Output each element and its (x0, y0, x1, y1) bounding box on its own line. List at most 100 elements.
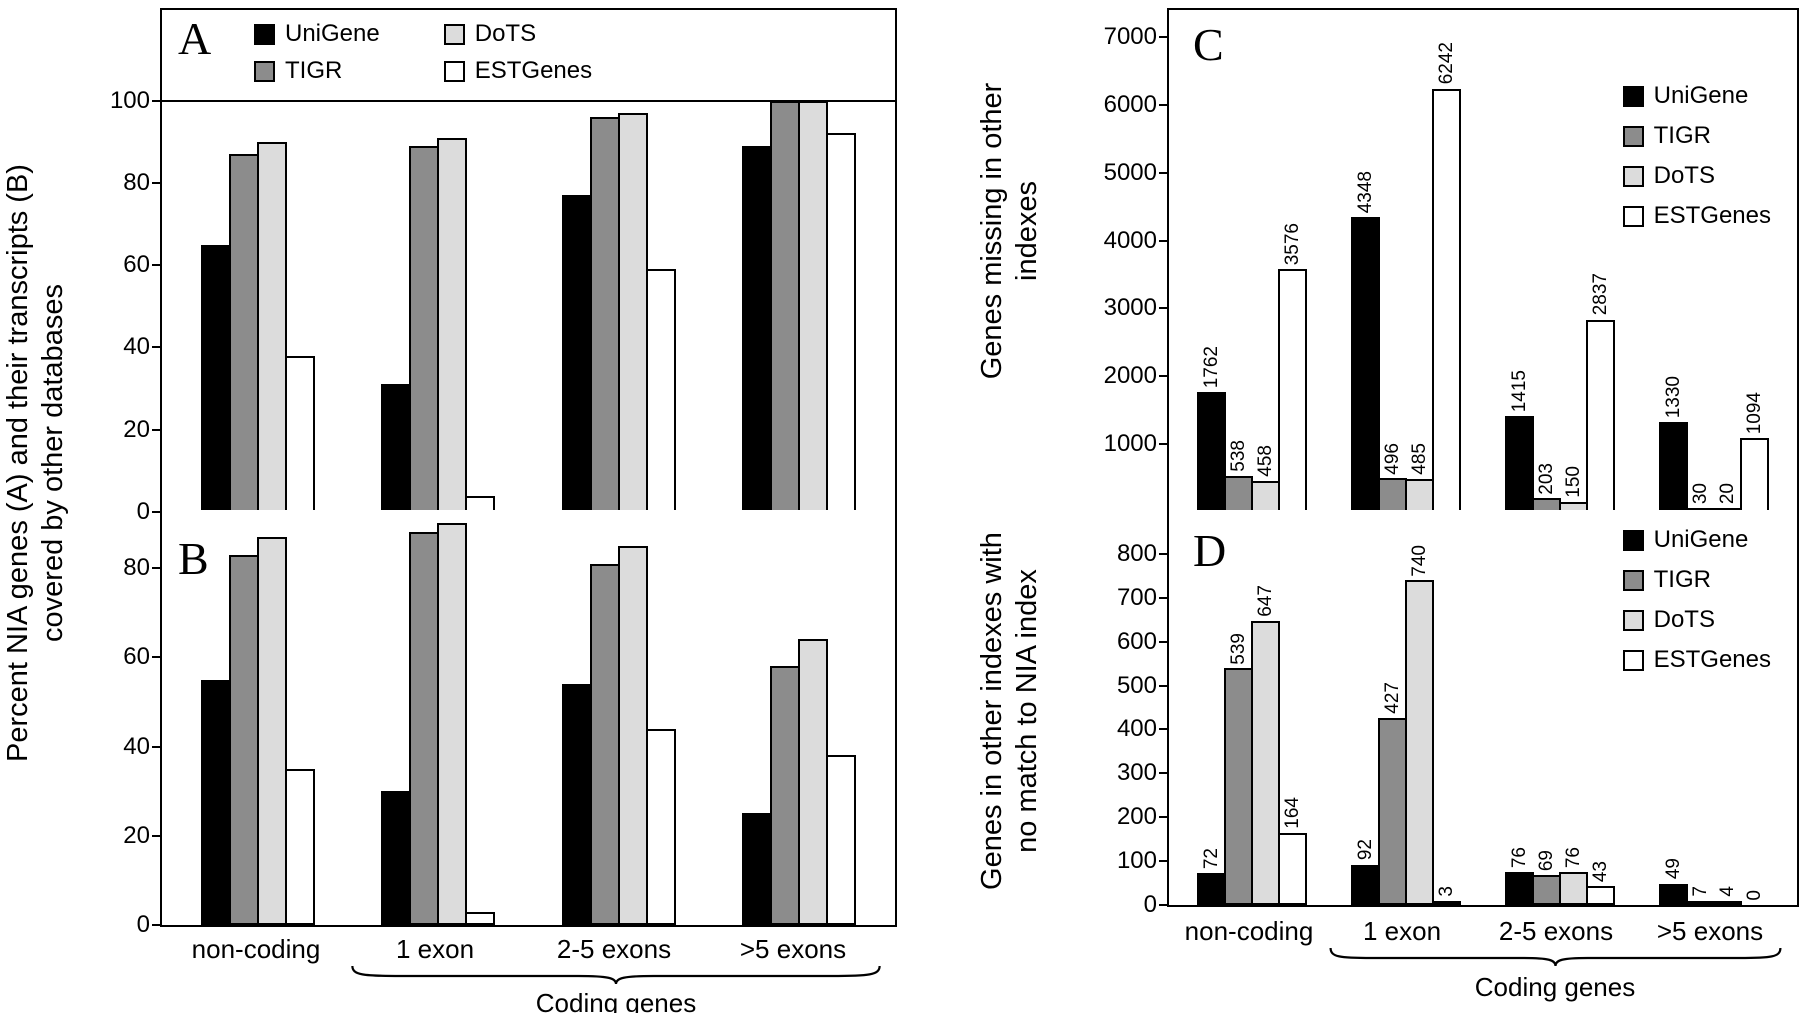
bar-dots-2-5-exons (617, 545, 648, 925)
bar-value-label-unigene-2-5-exons: 1415 (1509, 369, 1530, 413)
bar-value-label-unigene-5-exons: 49 (1663, 858, 1684, 880)
legend-swatch-dots (443, 23, 465, 45)
bar-value-label-estgenes-1-exon: 3 (1436, 886, 1457, 897)
bar-dots-non-coding (257, 536, 288, 925)
y-tick-mark (1159, 772, 1169, 775)
y-tick-mark (152, 834, 162, 837)
y-tick-mark (152, 346, 162, 349)
bar-estgenes-2-5-exons (645, 728, 676, 925)
bar-dots-2-5-exons (617, 112, 648, 512)
bar-slot-estgenes-5-exons (825, 10, 856, 512)
legend-item-estgenes: ESTGenes (443, 57, 593, 85)
y-tick-label-60: 60 (123, 643, 150, 671)
y-tick-mark (152, 264, 162, 267)
legend-label-tigr: TIGR (1653, 122, 1711, 149)
bar-tigr-5-exons (769, 100, 800, 512)
legend-item-unigene: UniGene (1622, 526, 1771, 554)
y-tick-label-60: 60 (123, 251, 150, 279)
bar-slot-unigene-2-5-exons: 76 (1505, 510, 1534, 905)
y-tick-label-300: 300 (1116, 759, 1157, 787)
panel-letter-b: B (178, 533, 209, 584)
left-y-axis-title-line1: Percent NIA genes (A) and their transcri… (2, 164, 34, 762)
y-tick-label-80: 80 (123, 554, 150, 581)
bar-tigr-1-exon (1378, 478, 1407, 512)
bar-value-label-estgenes-non-coding: 164 (1282, 797, 1303, 830)
bar-tigr-2-5-exons (1532, 874, 1561, 905)
bar-slot-dots-non-coding: 647 (1251, 510, 1280, 905)
y-tick-label-0: 0 (136, 911, 150, 938)
bar-unigene-1-exon (1351, 864, 1380, 905)
bar-unigene-2-5-exons (1505, 871, 1534, 905)
bar-tigr-5-exons (769, 666, 800, 925)
bar-slot-unigene-1-exon (381, 10, 412, 512)
panel-d-y-axis-title-line2: no match to NIA index (1011, 569, 1043, 853)
bar-slot-dots-2-5-exons: 150 (1559, 10, 1588, 512)
bar-group-5-exons: 49 7 4 0 (1659, 510, 1769, 905)
x-category-label-2to5exons-left: 2-5 exons (556, 934, 672, 964)
y-tick-label-40: 40 (123, 732, 150, 760)
bar-value-label-tigr-5-exons: 7 (1690, 886, 1711, 897)
bar-slot-estgenes-2-5-exons (645, 510, 676, 925)
bar-slot-unigene-2-5-exons (561, 510, 592, 925)
y-tick-mark (152, 428, 162, 431)
bar-group-1-exon (381, 510, 496, 925)
bar-slot-dots-1-exon (437, 10, 468, 512)
bar-slot-estgenes-1-exon (465, 510, 496, 925)
bar-group-1-exon (381, 10, 496, 512)
bar-slot-tigr-2-5-exons (589, 510, 620, 925)
panel-a: UniGene TIGR DoTS ESTGenes A 0 20 40 60 80 100 (110, 8, 897, 525)
bar-estgenes-non-coding (1278, 833, 1307, 905)
legend-label-dots: DoTS (1653, 606, 1715, 633)
bar-value-label-dots-non-coding: 458 (1255, 445, 1276, 477)
bar-value-label-estgenes-1-exon: 6242 (1436, 42, 1457, 85)
bar-group-non-coding: 1762 538 458 3576 (1197, 10, 1307, 512)
panel-c-y-axis-title-line1: Genes missing in other (976, 82, 1008, 380)
bar-value-label-tigr-2-5-exons: 69 (1536, 849, 1557, 871)
bar-unigene-non-coding (1197, 392, 1226, 512)
legend-item-tigr: TIGR (254, 57, 380, 85)
bar-slot-unigene-2-5-exons (561, 10, 592, 512)
bar-tigr-1-exon (1378, 717, 1407, 905)
bar-tigr-1-exon (409, 532, 440, 925)
left-y-axis-title-line2: covered by other databases (37, 284, 69, 642)
y-tick-label-40: 40 (123, 333, 150, 361)
legend-label-estgenes: ESTGenes (474, 57, 593, 84)
bar-dots-1-exon (1405, 479, 1434, 512)
bar-slot-unigene-5-exons (741, 10, 772, 512)
bar-slot-unigene-non-coding (201, 510, 232, 925)
legend-panel-d: UniGene TIGR DoTS ESTGenes (1622, 526, 1771, 674)
y-tick-mark (1159, 375, 1169, 378)
bar-tigr-1-exon (409, 145, 440, 512)
bar-value-label-estgenes-2-5-exons: 43 (1590, 861, 1611, 883)
y-tick-label-100: 100 (109, 86, 150, 114)
bar-slot-unigene-1-exon: 92 (1351, 510, 1380, 905)
bar-dots-5-exons (1713, 901, 1742, 905)
bar-value-label-estgenes-non-coding: 3576 (1282, 223, 1303, 266)
panel-letter-d: D (1193, 525, 1227, 576)
bar-slot-unigene-non-coding: 1762 (1197, 10, 1226, 512)
y-tick-label-600: 600 (1116, 627, 1157, 655)
bar-value-label-tigr-2-5-exons: 203 (1536, 462, 1557, 495)
panel-d: 72 539 647 164 92 427 740 3 76 69 76 43 49 7 4 0 UniGene… (1117, 510, 1799, 918)
bar-unigene-2-5-exons (1505, 416, 1534, 512)
y-tick-label-0: 0 (1143, 891, 1157, 918)
legend-label-estgenes: ESTGenes (1653, 202, 1771, 229)
bar-slot-unigene-5-exons: 49 (1659, 510, 1688, 905)
y-tick-mark (1159, 307, 1169, 310)
bar-value-label-dots-1-exon: 485 (1409, 443, 1430, 476)
y-tick-mark (1159, 443, 1169, 446)
legend-panel-c: UniGene TIGR DoTS ESTGenes (1622, 82, 1771, 230)
y-tick-label-400: 400 (1116, 715, 1157, 743)
plot-area-b (162, 510, 895, 925)
y-tick-label-80: 80 (123, 168, 150, 196)
bar-value-label-unigene-2-5-exons: 76 (1509, 846, 1530, 868)
bar-value-label-dots-non-coding: 647 (1255, 585, 1276, 618)
bar-value-label-unigene-non-coding: 72 (1201, 848, 1222, 870)
y-tick-label-7000: 7000 (1103, 23, 1157, 51)
bar-value-label-tigr-1-exon: 496 (1382, 442, 1403, 475)
bar-slot-tigr-1-exon: 427 (1378, 510, 1407, 905)
bar-tigr-non-coding (1224, 668, 1253, 905)
bar-slot-dots-1-exon: 485 (1405, 10, 1434, 512)
y-tick-mark (152, 567, 162, 569)
bar-slot-estgenes-2-5-exons: 2837 (1586, 10, 1615, 512)
